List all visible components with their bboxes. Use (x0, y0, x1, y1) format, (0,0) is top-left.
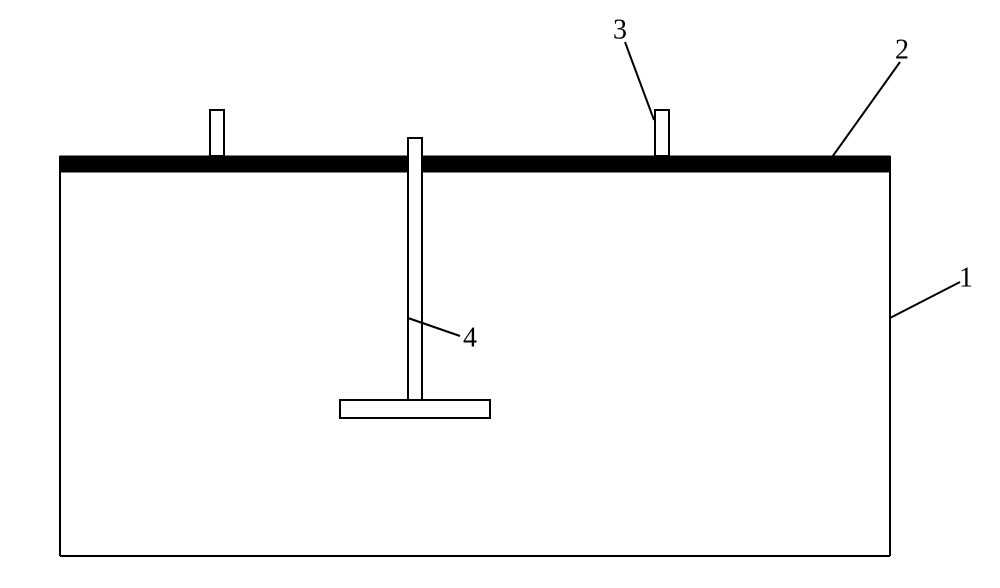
top-band (60, 156, 890, 172)
center-base (340, 400, 490, 418)
callout-label-1: 1 (959, 262, 973, 293)
callout-label-2: 2 (895, 34, 909, 65)
callout-label-4: 4 (463, 322, 477, 353)
peg-left (210, 110, 224, 156)
callout-label-3: 3 (613, 14, 627, 45)
peg-right (655, 110, 669, 156)
center-shaft (408, 138, 422, 400)
canvas-background (0, 0, 1000, 588)
